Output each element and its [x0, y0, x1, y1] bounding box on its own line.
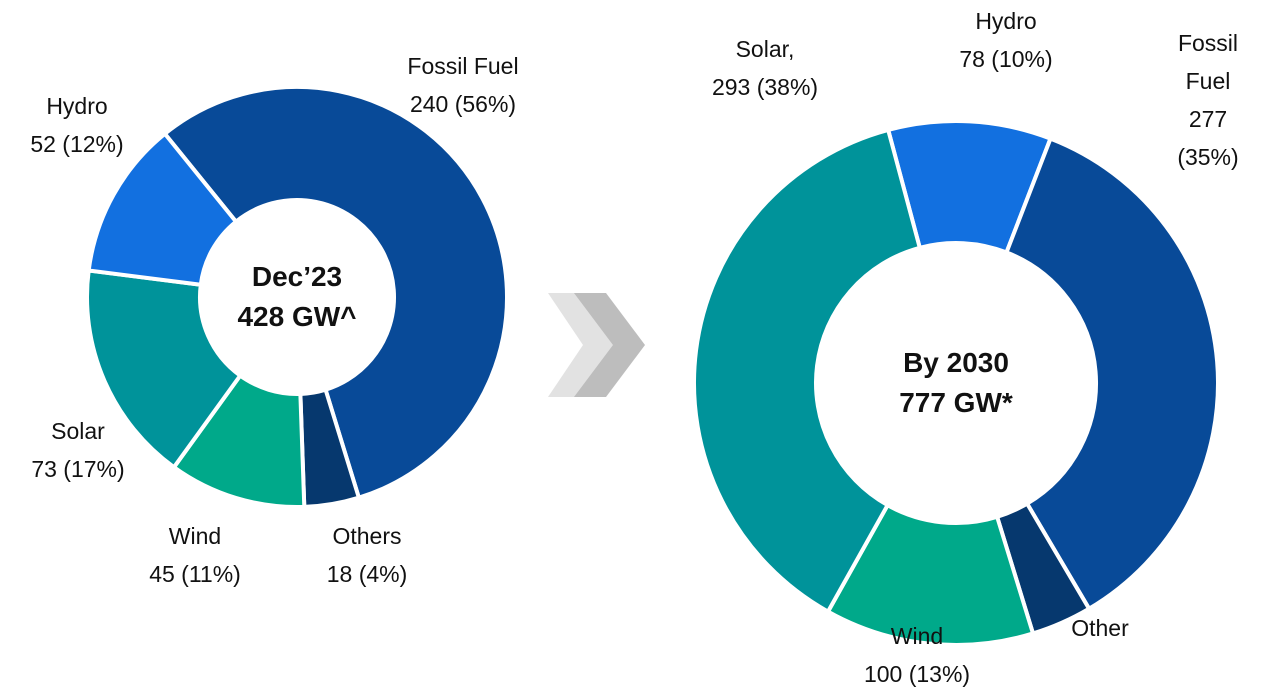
- slice-label: Solar, 293 (38%): [685, 30, 845, 106]
- slice-name: Fossil Fuel: [407, 53, 519, 79]
- slice-value: 293 (38%): [711, 74, 819, 100]
- slice-label: Hydro 52 (12%): [7, 87, 147, 163]
- arrow: [548, 293, 645, 397]
- slice-name: Wind: [168, 523, 222, 549]
- slice-name: Others: [332, 523, 402, 549]
- chevron: [548, 293, 615, 397]
- slice-name: Other: [1071, 615, 1129, 641]
- center-line: By 2030: [903, 347, 1009, 378]
- center-line: Dec’23: [251, 261, 343, 292]
- slice-label: Hydro 78 (10%): [926, 2, 1086, 78]
- slice-value: 52 (12%): [30, 131, 124, 157]
- slice: [692, 127, 923, 615]
- center-text: By 2030 777 GW*: [846, 343, 1066, 423]
- slice-label: Fossil Fuel 240 (56%): [383, 47, 543, 123]
- slice-name: Fossil Fuel: [1177, 30, 1239, 94]
- slice-value: 100 (13%): [863, 661, 971, 687]
- slice-label: Other: [1040, 609, 1160, 647]
- slice: [85, 268, 243, 470]
- slice-label: Wind 100 (13%): [837, 617, 997, 693]
- slice-name: Wind: [890, 623, 944, 649]
- center-line: 428 GW^: [237, 301, 357, 332]
- chevron: [574, 293, 645, 397]
- slice-label: Fossil Fuel 277 (35%): [1168, 24, 1248, 176]
- slice-name: Solar: [51, 418, 105, 444]
- slice-value: 240 (56%): [409, 91, 517, 117]
- slice-value: 277 (35%): [1177, 106, 1239, 170]
- slice: [86, 130, 239, 287]
- slice-name: Hydro: [975, 8, 1037, 34]
- center-line: 777 GW*: [899, 387, 1013, 418]
- center-text: Dec’23 428 GW^: [187, 257, 407, 337]
- slice-label: Wind 45 (11%): [125, 517, 265, 593]
- slice-value: 73 (17%): [31, 456, 125, 482]
- slice-value: 78 (10%): [959, 46, 1053, 72]
- slice-value: 45 (11%): [149, 561, 241, 587]
- slice: [162, 85, 509, 501]
- slice-name: Hydro: [46, 93, 108, 119]
- slice: [1003, 136, 1220, 612]
- slice-value: 18 (4%): [326, 561, 408, 587]
- slice-label: Solar 73 (17%): [8, 412, 148, 488]
- slice-name: Solar,: [735, 36, 795, 62]
- slice-label: Others 18 (4%): [297, 517, 437, 593]
